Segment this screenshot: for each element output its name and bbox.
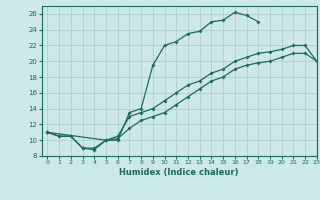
X-axis label: Humidex (Indice chaleur): Humidex (Indice chaleur) <box>119 168 239 177</box>
